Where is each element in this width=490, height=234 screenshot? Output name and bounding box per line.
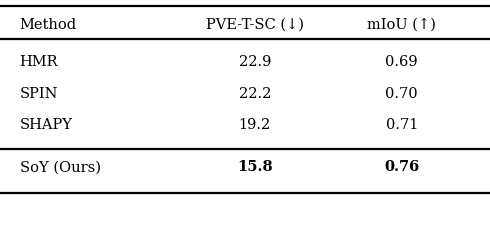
Text: 0.70: 0.70: [386, 87, 418, 101]
Text: SoY (Ours): SoY (Ours): [20, 160, 100, 174]
Text: 22.9: 22.9: [239, 55, 271, 69]
Text: 15.8: 15.8: [237, 160, 272, 174]
Text: 19.2: 19.2: [239, 118, 271, 132]
Text: PVE-T-SC (↓): PVE-T-SC (↓): [206, 18, 304, 32]
Text: Method: Method: [20, 18, 77, 32]
Text: mIoU (↑): mIoU (↑): [368, 18, 436, 32]
Text: 0.71: 0.71: [386, 118, 418, 132]
Text: 22.2: 22.2: [239, 87, 271, 101]
Text: HMR: HMR: [20, 55, 58, 69]
Text: 0.69: 0.69: [386, 55, 418, 69]
Text: SPIN: SPIN: [20, 87, 58, 101]
Text: SHAPY: SHAPY: [20, 118, 73, 132]
Text: 0.76: 0.76: [384, 160, 419, 174]
